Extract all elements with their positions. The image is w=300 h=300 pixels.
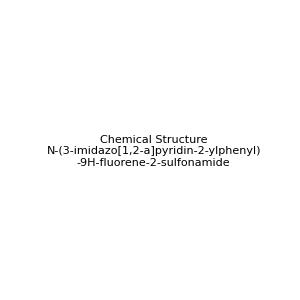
Text: Chemical Structure
N-(3-imidazo[1,2-a]pyridin-2-ylphenyl)
-9H-fluorene-2-sulfona: Chemical Structure N-(3-imidazo[1,2-a]py… [46,135,261,168]
